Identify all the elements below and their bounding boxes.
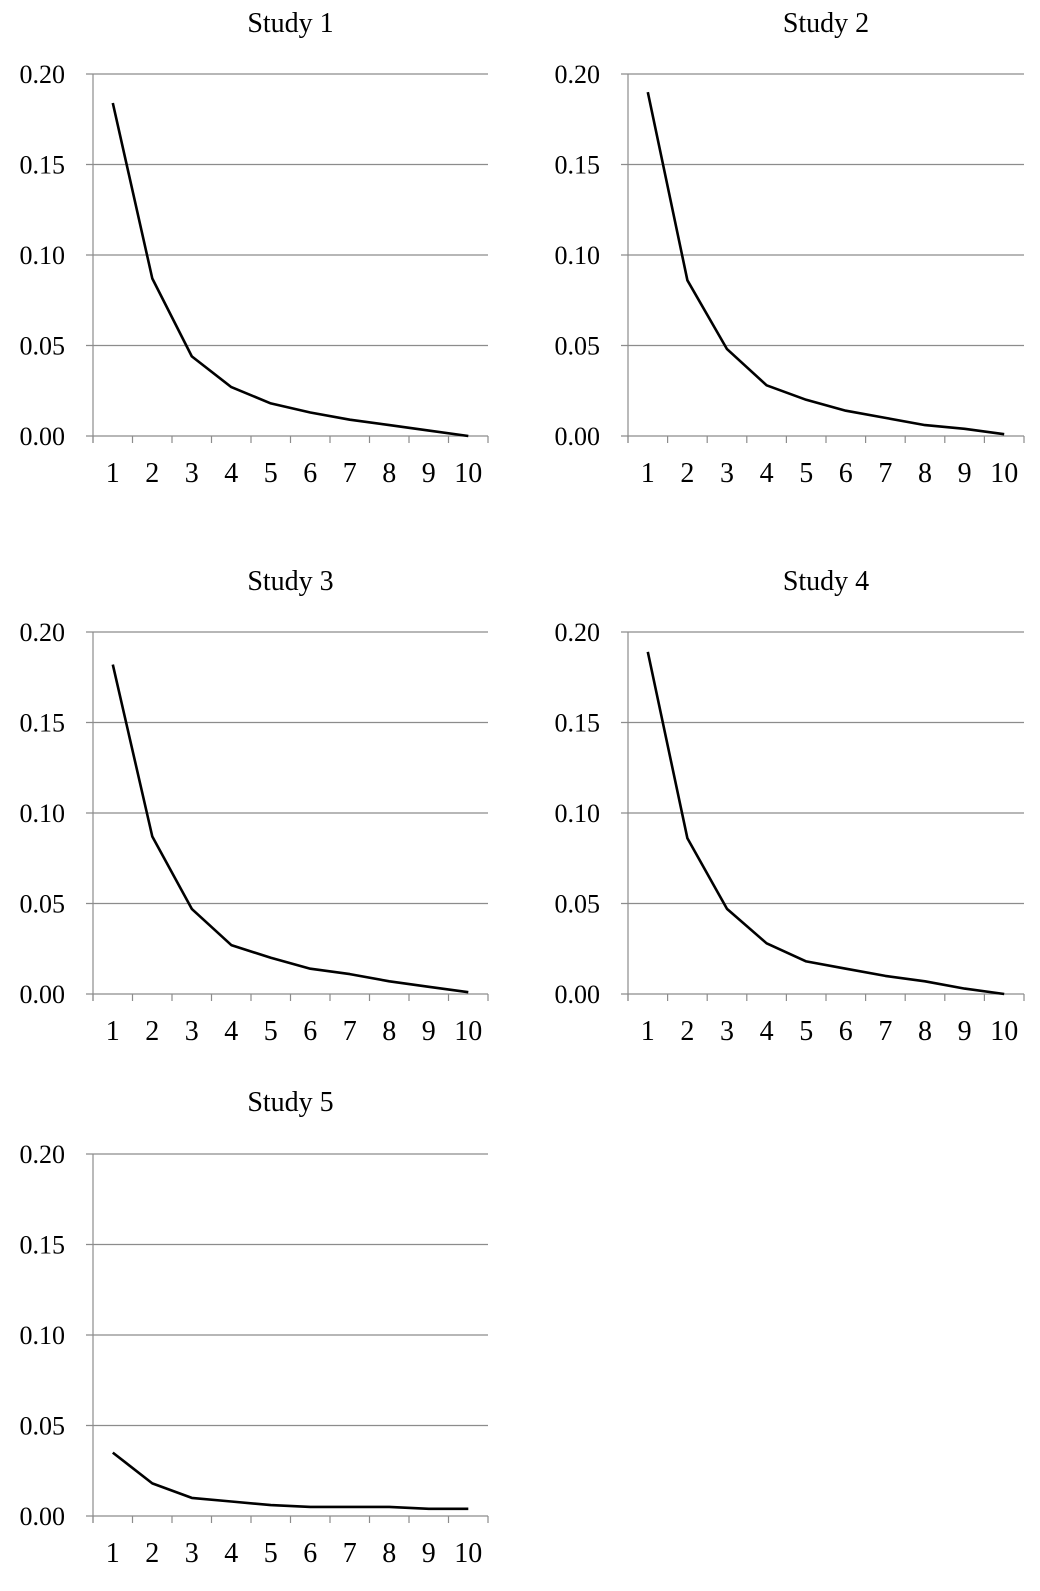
x-tick-label: 7	[343, 1538, 357, 1569]
series-line	[646, 91, 1005, 436]
y-tick-label: 0.05	[555, 890, 601, 919]
series-line	[111, 102, 469, 438]
chart-title: Study 4	[783, 566, 869, 597]
x-tick-label: 2	[680, 1016, 694, 1047]
x-tick-label: 9	[422, 1016, 436, 1047]
y-tick-label: 0.10	[20, 241, 66, 270]
y-tick-label: 0.15	[20, 1231, 66, 1260]
y-tick-label: 0.15	[555, 709, 601, 738]
x-tick-label: 5	[264, 1016, 278, 1047]
x-tick-label: 9	[422, 458, 436, 489]
x-tick-label: 5	[799, 1016, 813, 1047]
x-tick-label: 4	[224, 458, 238, 489]
x-tick-label: 5	[799, 458, 813, 489]
x-tick-label: 3	[185, 1016, 199, 1047]
y-tick-label: 0.20	[555, 618, 601, 647]
y-tick-label: 0.00	[20, 980, 66, 1009]
x-tick-label: 7	[878, 458, 892, 489]
y-tick-label: 0.00	[20, 1502, 66, 1531]
y-tick-label: 0.20	[20, 60, 66, 89]
x-tick-label: 4	[224, 1538, 238, 1569]
x-tick-label: 2	[145, 458, 159, 489]
y-tick-label: 0.00	[555, 980, 601, 1009]
x-tick-label: 8	[918, 1016, 932, 1047]
x-tick-label: 6	[303, 1016, 317, 1047]
y-tick-label: 0.20	[20, 618, 66, 647]
x-tick-label: 9	[958, 458, 972, 489]
x-tick-label: 3	[720, 1016, 734, 1047]
x-tick-label: 6	[839, 1016, 853, 1047]
x-tick-label: 7	[343, 1016, 357, 1047]
x-tick-label: 4	[760, 458, 774, 489]
x-tick-label: 8	[382, 1538, 396, 1569]
x-tick-label: 6	[839, 458, 853, 489]
x-tick-label: 3	[720, 458, 734, 489]
x-tick-label: 8	[918, 458, 932, 489]
x-tick-label: 1	[106, 1016, 120, 1047]
x-tick-label: 6	[303, 1538, 317, 1569]
x-tick-label: 9	[422, 1538, 436, 1569]
chart-panel-study-2: Study 2 0.00 0.05 0.10 0.15 0.20 1 2 3 4 5 6 7 8 9 10	[555, 8, 1025, 489]
x-tick-label: 6	[303, 458, 317, 489]
x-tick-label: 5	[264, 1538, 278, 1569]
y-tick-label: 0.20	[20, 1140, 66, 1169]
x-tick-label: 1	[641, 1016, 655, 1047]
x-tick-label: 2	[145, 1016, 159, 1047]
x-tick-label: 4	[224, 1016, 238, 1047]
chart-title: Study 5	[247, 1087, 333, 1118]
chart-title: Study 1	[247, 8, 333, 39]
x-tick-label: 1	[106, 458, 120, 489]
x-tick-label: 5	[264, 458, 278, 489]
y-tick-label: 0.10	[555, 799, 601, 828]
x-tick-label: 1	[106, 1538, 120, 1569]
y-tick-label: 0.15	[20, 709, 66, 738]
x-tick-label: 3	[185, 1538, 199, 1569]
x-tick-label: 2	[680, 458, 694, 489]
y-tick-label: 0.10	[555, 241, 601, 270]
series-line	[112, 1451, 469, 1511]
chart-title: Study 2	[783, 8, 869, 39]
y-tick-label: 0.05	[555, 332, 601, 361]
y-tick-label: 0.05	[20, 332, 66, 361]
x-tick-label: 8	[382, 1016, 396, 1047]
x-tick-label: 10	[454, 458, 482, 489]
y-tick-label: 0.20	[555, 60, 601, 89]
chart-panel-study-4: Study 4 0.00 0.05 0.10 0.15 0.20 1 2 3 4 5 6 7 8 9 10	[555, 566, 1025, 1047]
chart-title: Study 3	[247, 566, 333, 597]
y-tick-label: 0.15	[555, 151, 601, 180]
y-tick-label: 0.00	[20, 422, 66, 451]
x-tick-label: 10	[990, 1016, 1018, 1047]
y-tick-label: 0.05	[20, 890, 66, 919]
x-tick-label: 2	[145, 1538, 159, 1569]
y-tick-label: 0.10	[20, 1321, 66, 1350]
y-tick-label: 0.00	[555, 422, 601, 451]
series-line	[646, 651, 1005, 996]
x-tick-label: 9	[958, 1016, 972, 1047]
chart-panel-study-1: Study 1 0.00 0.05 0.10 0.15 0.20 1 2 3 4 5 6 7 8 9 10	[20, 8, 489, 489]
x-tick-label: 7	[878, 1016, 892, 1047]
x-tick-label: 8	[382, 458, 396, 489]
x-tick-label: 10	[454, 1016, 482, 1047]
x-tick-label: 7	[343, 458, 357, 489]
x-tick-label: 4	[760, 1016, 774, 1047]
y-tick-label: 0.15	[20, 151, 66, 180]
x-tick-label: 10	[454, 1538, 482, 1569]
y-tick-label: 0.05	[20, 1412, 66, 1441]
chart-panel-study-3: Study 3 0.00 0.05 0.10 0.15 0.20 1 2 3 4 5 6 7 8 9 10	[20, 566, 489, 1047]
x-tick-label: 3	[185, 458, 199, 489]
series-line	[111, 664, 469, 994]
x-tick-label: 10	[990, 458, 1018, 489]
x-tick-label: 1	[641, 458, 655, 489]
chart-panel-study-5: Study 5 0.00 0.05 0.10 0.15 0.20 1 2 3 4 5 6 7 8 9 10	[20, 1087, 489, 1569]
y-tick-label: 0.10	[20, 799, 66, 828]
